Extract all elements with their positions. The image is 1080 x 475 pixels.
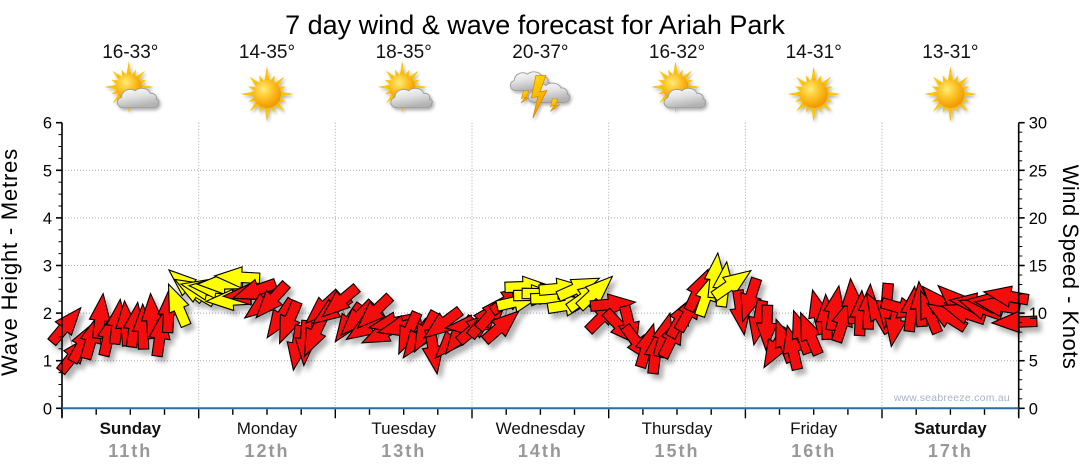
svg-text:14-31°: 14-31° [786, 42, 842, 63]
svg-text:12th: 12th [244, 441, 289, 461]
svg-text:13-31°: 13-31° [922, 42, 978, 63]
svg-text:20-37°: 20-37° [512, 42, 568, 63]
svg-text:Friday: Friday [790, 419, 838, 438]
svg-text:5: 5 [43, 162, 52, 180]
svg-text:Saturday: Saturday [914, 419, 987, 438]
svg-text:Wave Height - Metres: Wave Height - Metres [0, 148, 22, 376]
svg-text:Tuesday: Tuesday [371, 419, 436, 438]
svg-text:0: 0 [1029, 400, 1038, 418]
svg-text:15th: 15th [654, 441, 699, 461]
svg-text:15: 15 [1029, 258, 1047, 276]
svg-text:16th: 16th [791, 441, 836, 461]
svg-text:17th: 17th [928, 441, 973, 461]
svg-text:14-35°: 14-35° [239, 42, 295, 63]
svg-text:16-32°: 16-32° [649, 42, 705, 63]
svg-text:www.seabreeze.com.au: www.seabreeze.com.au [893, 393, 1010, 404]
svg-text:Wednesday: Wednesday [496, 419, 586, 438]
svg-text:16-33°: 16-33° [102, 42, 158, 63]
svg-text:5: 5 [1029, 353, 1038, 371]
svg-text:7 day wind & wave forecast for: 7 day wind & wave forecast for Ariah Par… [285, 10, 785, 40]
svg-text:Sunday: Sunday [100, 419, 162, 438]
svg-text:20: 20 [1029, 210, 1047, 228]
svg-text:Monday: Monday [237, 419, 298, 438]
svg-text:25: 25 [1029, 162, 1047, 180]
svg-text:Thursday: Thursday [642, 419, 713, 438]
svg-text:14th: 14th [518, 441, 563, 461]
svg-text:30: 30 [1029, 115, 1047, 133]
svg-text:18-35°: 18-35° [376, 42, 432, 63]
svg-text:4: 4 [43, 210, 52, 228]
svg-text:Wind Speed - Knots: Wind Speed - Knots [1058, 165, 1080, 370]
svg-text:11th: 11th [108, 441, 152, 461]
svg-text:1: 1 [43, 353, 52, 371]
svg-text:6: 6 [43, 115, 52, 133]
svg-text:13th: 13th [381, 441, 426, 461]
svg-text:0: 0 [43, 400, 52, 418]
svg-text:10: 10 [1029, 305, 1047, 323]
svg-text:2: 2 [43, 305, 52, 323]
svg-text:3: 3 [43, 258, 52, 276]
